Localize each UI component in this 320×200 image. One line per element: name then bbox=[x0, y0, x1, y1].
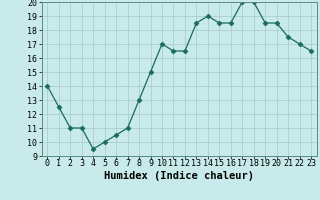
X-axis label: Humidex (Indice chaleur): Humidex (Indice chaleur) bbox=[104, 171, 254, 181]
